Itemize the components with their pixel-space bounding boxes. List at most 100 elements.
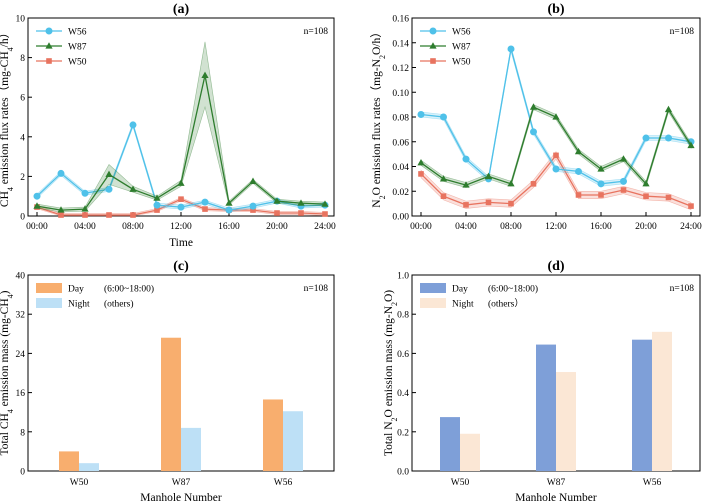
legend-marker-w50-b [430,58,436,64]
data-point-w50-b [530,181,537,187]
data-point-w56-b [462,155,470,163]
y-tick-label-a: 10 [16,15,26,25]
y-tick-label-b: 0.04 [392,163,409,173]
y-tick-label-c: 16 [16,389,26,399]
legend-marker-w56-a [45,27,53,35]
data-point-w56-a [249,202,257,210]
sample-size-note-c: n=108 [304,284,329,294]
sample-size-note-d: n=108 [670,284,695,294]
y-axis-label-part-c: 4 [6,409,15,413]
x-tick-label-d: W87 [547,478,566,488]
data-point-w56-b [417,111,425,119]
y-axis-label-part-b: 2 [378,195,387,199]
bar-night-w56-c [283,411,303,471]
data-point-w50-a [58,212,64,218]
panel-title-a: (a) [173,2,190,17]
bar-day-w87-d [536,344,556,471]
x-tick-label-a: 00:00 [26,222,48,232]
data-point-w50-a [106,212,112,218]
x-tick-label-a: 16:00 [218,222,240,232]
data-point-w87-b [507,180,515,187]
legend-label-w50-b: W50 [452,58,471,68]
y-tick-label-a: 6 [20,94,25,104]
y-tick-label-d: 0.2 [397,428,409,438]
data-point-w87-a [129,185,137,192]
x-tick-label-a: 24:00 [314,222,336,232]
data-point-w56-a [129,121,137,129]
data-point-w50-a [322,211,328,217]
data-point-w87-a [153,194,161,201]
data-point-w50-b [620,187,627,193]
x-tick-label-b: 12:00 [545,222,567,232]
data-point-w50-b [598,192,604,198]
bar-night-w56-d [652,331,672,471]
y-tick-label-b: 0.16 [392,15,409,25]
y-axis-label-part-b: O emission flux rates（mg-N [370,58,383,195]
y-axis-label-part-c: emission mass (mg-CH [0,298,11,409]
data-point-w50-b [463,202,469,208]
data-point-w87-a [297,199,305,206]
data-point-w87-b [597,165,605,172]
y-tick-label-a: 0 [20,213,25,223]
x-tick-label-a: 04:00 [74,222,96,232]
bar-day-w50-d [440,417,460,471]
y-tick-label-a: 4 [20,133,25,143]
data-point-w56-b [642,134,650,142]
x-tick-label-c: W87 [172,478,191,488]
y-axis-label-a: CH4 emission flux rates（mg-CH4/h） [0,27,15,207]
data-point-w56-a [57,169,65,177]
data-point-w87-b [439,175,448,182]
data-point-w87-b [664,105,673,113]
y-axis-label-part-a: emission flux rates（mg-CH [0,51,11,187]
legend-label-w56-a: W56 [68,28,87,38]
y-axis-label-part-c: Total CH [0,413,11,455]
x-tick-label-a: 08:00 [122,222,144,232]
y-tick-label-b: 0.06 [392,138,409,148]
y-tick-label-b: 0.10 [392,89,409,99]
bar-day-w87-c [161,337,181,471]
legend-marker-w87-b [429,42,437,49]
y-tick-label-b: 0.02 [392,188,409,198]
data-point-w87-a [273,197,281,204]
panel-title-c: (c) [173,259,189,274]
x-tick-label-b: 24:00 [680,222,702,232]
x-tick-label-d: W50 [451,478,470,488]
data-point-w56-a [105,185,113,193]
y-tick-label-d: 0.0 [397,468,409,478]
y-axis-label-part-a: CH [0,191,11,207]
x-tick-label-b: 00:00 [410,222,432,232]
data-point-w56-b [530,128,537,136]
y-axis-label-part-b: 2 [378,55,387,59]
panel-title-b: (b) [547,2,564,17]
y-tick-label-b: 0.08 [392,114,409,124]
y-axis-label-part-d: Total N [383,421,395,456]
data-point-w50-b [575,192,582,198]
x-tick-label-b: 20:00 [635,222,657,232]
legend-label-w87-b: W87 [452,43,471,53]
legend-label-w56-b: W56 [452,28,471,38]
y-axis-label-part-b: N [371,199,383,208]
data-point-w87-b [574,147,583,155]
data-point-w56-b [620,177,627,185]
y-tick-label-a: 2 [20,173,25,183]
data-point-w87-b [642,180,650,187]
y-tick-label-b: 0.14 [392,39,409,49]
y-tick-label-d: 1.0 [397,272,409,282]
y-tick-label-c: 24 [16,350,26,360]
panel-title-d: (d) [547,259,564,274]
legend-suffix-day-d: (6:00~18:00) [488,284,538,295]
error-band-w50-b [420,151,692,211]
data-point-w87-b [529,103,538,110]
legend-swatch-day-c [36,283,62,293]
data-point-w87-a [57,206,65,213]
data-point-w50-a [250,207,256,213]
data-point-w50-b [688,203,694,209]
x-tick-label-a: 12:00 [170,222,192,232]
y-axis-label-part-c: ) [0,290,11,294]
data-point-w50-b [485,199,492,206]
y-tick-label-d: 0.6 [397,350,409,360]
data-point-w87-a [225,199,233,206]
data-point-w50-a [178,196,184,202]
y-axis-label-c: Total CH4 emission mass (mg-CH4) [0,290,15,455]
data-point-w87-b [462,181,470,188]
